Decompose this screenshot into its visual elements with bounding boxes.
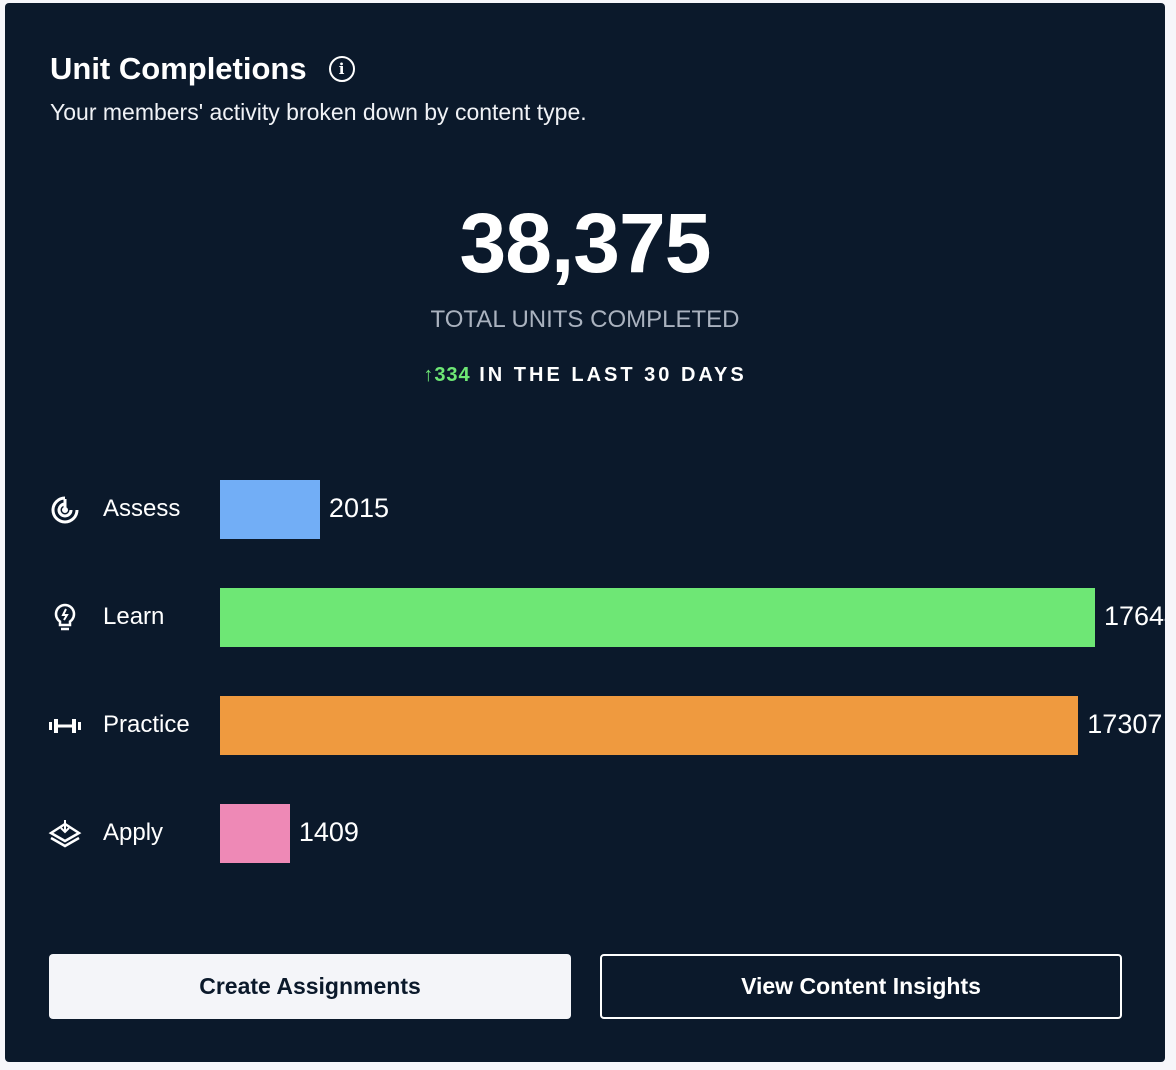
delta-label: IN THE LAST 30 DAYS xyxy=(479,364,747,386)
bar-assess xyxy=(220,480,320,539)
card-title: Unit Completions i xyxy=(50,51,355,87)
layers-icon xyxy=(48,819,82,849)
value-label: 2015 xyxy=(328,493,389,523)
total-units: 38,375 xyxy=(459,196,712,290)
info-icon[interactable]: i xyxy=(328,56,355,82)
bar-learn xyxy=(220,588,1095,647)
target-icon xyxy=(48,495,82,525)
category-label: Apply xyxy=(103,819,164,846)
category-label: Learn xyxy=(103,603,165,630)
total-units-label: TOTAL UNITS COMPLETED xyxy=(430,306,740,333)
delta-value: 334 xyxy=(434,364,471,386)
title-text: Unit Completions xyxy=(50,51,307,86)
value-label: 17307 xyxy=(1087,709,1163,739)
bar-practice xyxy=(220,696,1079,755)
recent-delta: ↑334 IN THE LAST 30 DAYS xyxy=(5,364,1165,387)
bar-row-apply: Apply 1409 xyxy=(5,804,1165,863)
dumbbell-icon xyxy=(48,711,82,741)
card-subtitle: Your members' activity broken down by co… xyxy=(50,99,587,125)
lightbulb-icon xyxy=(48,603,82,633)
bar-row-assess: Assess 2015 xyxy=(5,480,1165,539)
value-label: 1409 xyxy=(298,817,359,847)
create-assignments-button[interactable]: Create Assignments xyxy=(49,954,571,1019)
bar-row-practice: Practice 17307 xyxy=(5,696,1165,755)
view-content-insights-button[interactable]: View Content Insights xyxy=(600,954,1122,1019)
value-label: 17644 xyxy=(1104,601,1165,631)
bar-apply xyxy=(220,804,290,863)
bar-row-learn: Learn 17644 xyxy=(5,588,1165,647)
category-label: Assess xyxy=(103,495,181,522)
unit-completions-card: Unit Completions i Your members' activit… xyxy=(5,3,1165,1062)
category-label: Practice xyxy=(103,711,190,738)
arrow-up-icon: ↑ xyxy=(423,364,435,386)
